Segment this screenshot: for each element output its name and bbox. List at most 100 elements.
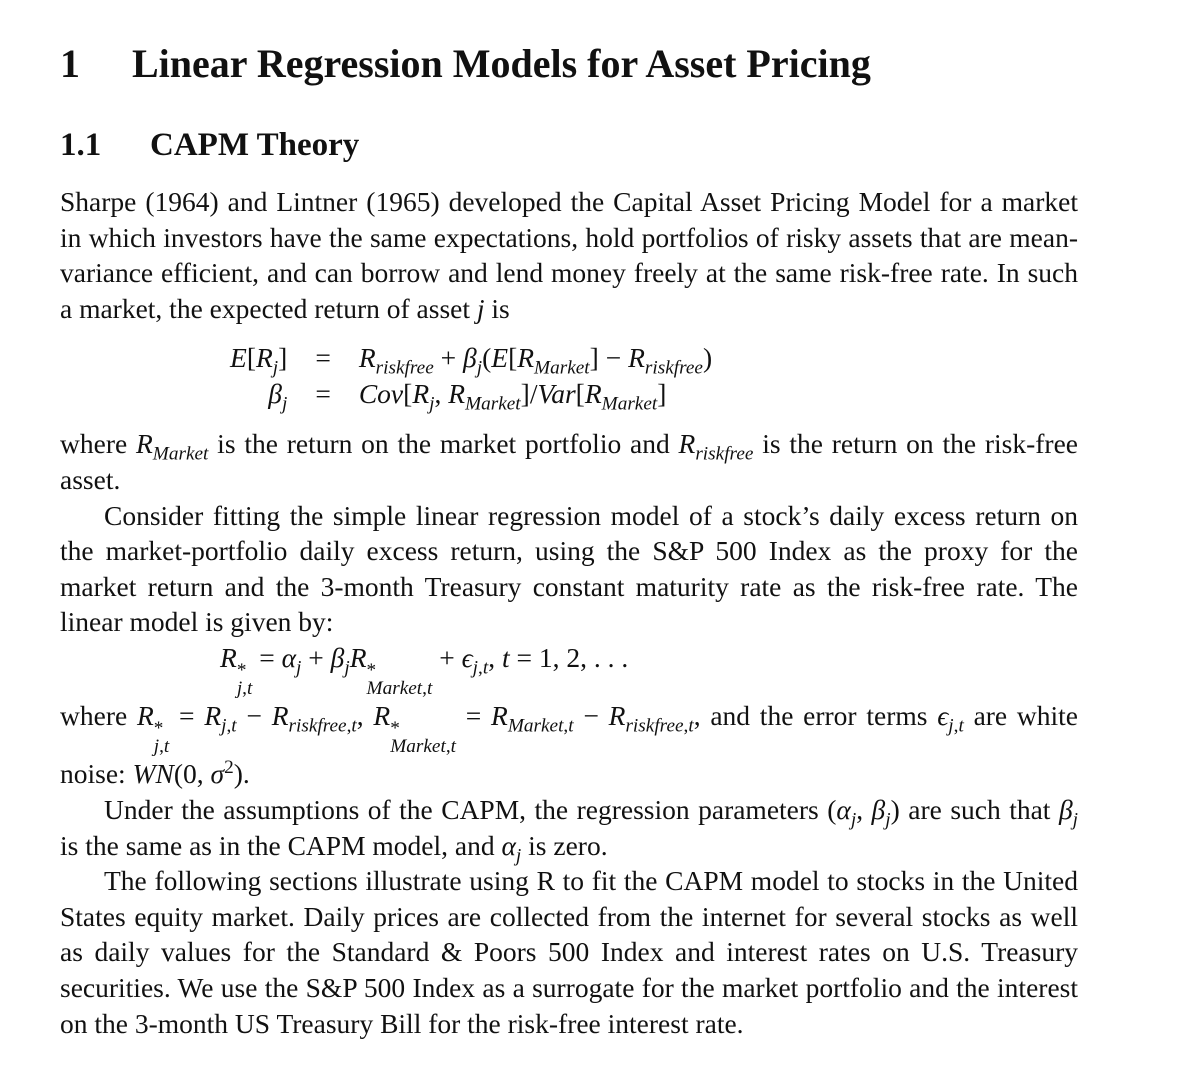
text: where: [60, 428, 136, 460]
sub-sup: * j,t: [237, 660, 253, 699]
inline-math: βj: [1058, 793, 1078, 830]
math-text: ): [233, 758, 243, 790]
math-text: , β: [856, 793, 886, 825]
math-text: j: [885, 809, 891, 831]
subscript: riskfree: [645, 358, 703, 379]
inline-math: Rriskfree: [679, 428, 754, 464]
subscript: j,t: [237, 679, 253, 698]
equation-lhs: E[Rj]: [230, 340, 301, 379]
math-text: = α: [252, 641, 297, 673]
math-text: , t = 1, 2, . . .: [488, 641, 629, 673]
subsection-title: CAPM Theory: [150, 127, 360, 163]
math-text: j,t: [221, 715, 237, 737]
inline-math: ϵj,t: [937, 700, 964, 736]
math-text: j,t: [153, 736, 170, 758]
math-text: =: [315, 342, 331, 374]
math-text: + β: [301, 641, 345, 673]
inline-math: (αj, βj): [827, 793, 900, 830]
superscript: *: [153, 717, 170, 739]
math-text: *: [153, 717, 164, 739]
subscript: j,t: [221, 716, 237, 737]
math-text: + β: [433, 342, 477, 374]
math-text: = R: [169, 700, 222, 732]
math-text: + ϵ: [432, 641, 473, 673]
text: is zero.: [521, 829, 608, 861]
inline-math: RMarket: [135, 428, 208, 464]
subscript: Market: [602, 394, 658, 415]
text: The following sections illustrate using …: [60, 865, 1078, 1039]
math-text: Market,t: [366, 677, 433, 699]
subscript: j: [885, 809, 890, 830]
text: are white noise:: [60, 700, 1078, 790]
subscript: riskfree,t: [625, 716, 693, 737]
math-text: , R: [434, 378, 466, 410]
math-text: R: [136, 700, 154, 732]
math-text: (α: [827, 793, 851, 825]
inline-math: j: [477, 293, 485, 324]
math-text: j,t: [948, 715, 964, 737]
math-text: − R: [236, 700, 289, 732]
math-text: riskfree: [375, 357, 434, 379]
equation-array: E[Rj] = Rriskfree + βj(E[RMarket] − Rriskf…: [230, 340, 726, 415]
paragraph: Under the assumptions of the CAPM, the r…: [60, 792, 1078, 866]
text: , and the error terms: [693, 700, 938, 732]
subscript: j: [296, 657, 301, 678]
sub-sup: * j,t: [153, 717, 170, 758]
math-text: Market,t: [507, 715, 574, 737]
math-text: ): [702, 342, 713, 374]
subscript: j: [851, 809, 856, 830]
display-equation: R * j,t = αj + βjR * Market,t + ϵj,t, t = 1,…: [220, 640, 1078, 698]
subscript: j: [429, 394, 434, 415]
math-text: − R: [573, 700, 626, 732]
math-text: ] − R: [589, 342, 645, 374]
subscript: Market,t: [390, 736, 456, 758]
subscript: j: [1073, 809, 1078, 830]
math-text: Market: [152, 443, 209, 465]
math-text: Cov[R: [358, 378, 430, 410]
text: Consider fitting the simple linear regre…: [60, 499, 1078, 638]
subscript: j,t: [473, 657, 489, 678]
subscript: j,t: [948, 716, 964, 737]
math-text: =: [315, 378, 331, 410]
superscript: *: [237, 660, 253, 680]
superscript: *: [367, 660, 433, 680]
equation-lhs: βj: [230, 376, 301, 414]
math-text: WN(0, σ: [132, 758, 225, 790]
math-text: Market,t: [390, 736, 456, 758]
sub-sup: * Market,t: [366, 660, 433, 699]
subscript: Market: [153, 444, 209, 465]
math-text: E[R: [230, 342, 273, 374]
math-text: β: [1058, 793, 1073, 825]
text: are such that: [899, 793, 1059, 825]
math-text: ): [890, 793, 900, 825]
subscript: j: [516, 845, 521, 866]
text: where: [60, 700, 137, 732]
math-text: R: [135, 428, 153, 460]
paragraph: where R * j,t = Rj,t − Rriskfree,t, R * Mark…: [60, 698, 1078, 792]
math-text: j: [296, 657, 302, 679]
math-text: ]/Var[R: [520, 378, 602, 410]
subscript: j: [477, 358, 482, 379]
text: Under the assumptions of the CAPM, the r…: [104, 793, 828, 825]
subscript: riskfree: [695, 444, 753, 465]
math-text: j: [272, 357, 279, 379]
math-text: riskfree: [695, 443, 754, 465]
superscript: *: [390, 719, 456, 738]
math-text: (E[R: [482, 342, 535, 374]
math-text: riskfree,t: [625, 715, 694, 737]
subscript: j: [344, 657, 349, 678]
math-text: riskfree: [644, 357, 703, 379]
math-text: j: [429, 393, 435, 415]
math-text: β: [268, 378, 282, 410]
equation-row: E[Rj] = Rriskfree + βj(E[RMarket] − Rriskf…: [230, 340, 726, 379]
subscript: j: [273, 358, 278, 379]
subscript: Market: [465, 394, 521, 415]
math-text: riskfree,t: [288, 715, 357, 737]
math-text: Market: [601, 393, 658, 415]
math-text: R: [220, 641, 237, 673]
subscript: j,t: [153, 736, 170, 758]
math-text: j: [850, 809, 857, 831]
paragraph: The following sections illustrate using …: [60, 863, 1078, 1041]
inline-math: WN(0, σ2): [133, 758, 243, 789]
